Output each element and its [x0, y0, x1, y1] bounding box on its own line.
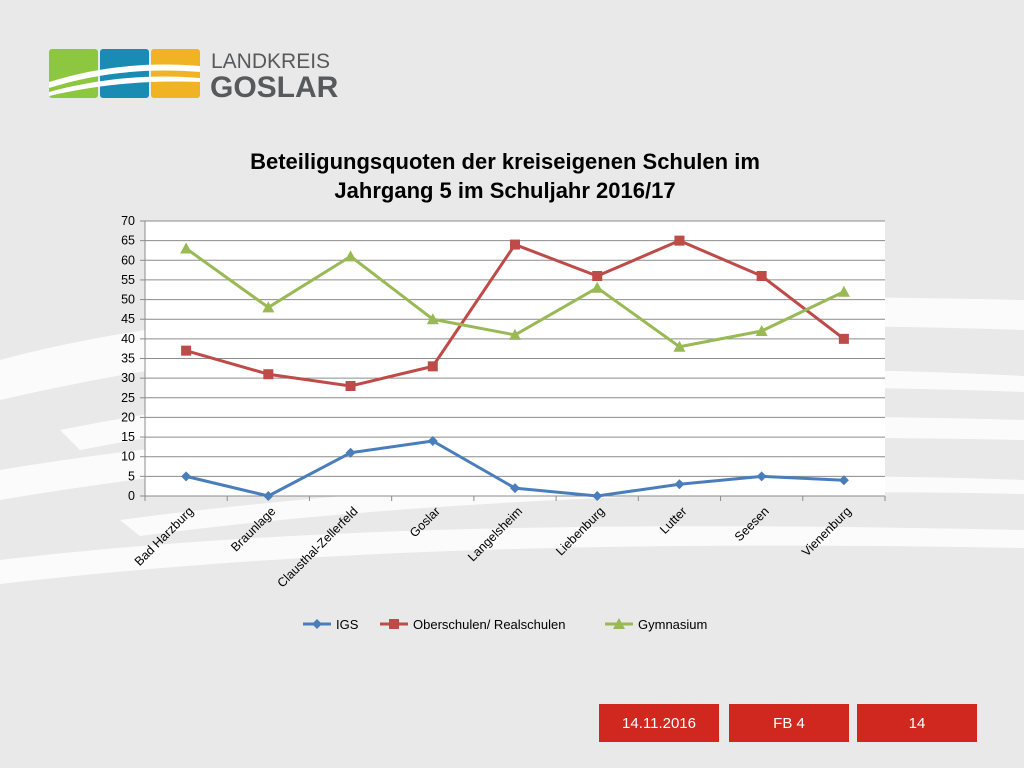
- legend-marker: [312, 619, 322, 629]
- y-tick-label: 35: [121, 352, 135, 366]
- y-tick-label: 0: [128, 489, 135, 503]
- data-point: [674, 235, 685, 246]
- legend-item: Gymnasium: [605, 617, 707, 632]
- data-point: [592, 491, 603, 501]
- data-point: [427, 361, 438, 372]
- y-tick-label: 70: [121, 214, 135, 228]
- legend-label: Gymnasium: [638, 617, 707, 632]
- data-point: [673, 340, 686, 352]
- y-tick-label: 20: [121, 410, 135, 424]
- data-point: [181, 345, 192, 356]
- y-tick-label: 45: [121, 312, 135, 326]
- data-point: [510, 483, 520, 494]
- data-point: [344, 250, 357, 262]
- y-tick-label: 60: [121, 253, 135, 267]
- logo-line-1: LANDKREIS: [211, 50, 330, 73]
- logo-block-blue: [100, 49, 149, 98]
- y-tick-label: 30: [121, 371, 135, 385]
- series-oberschulen-realschulen: [181, 235, 849, 391]
- data-point: [263, 369, 274, 380]
- legend-label: Oberschulen/ Realschulen: [413, 617, 565, 632]
- series-igs: [181, 436, 849, 501]
- y-tick-label: 50: [121, 293, 135, 307]
- logo-line-2: GOSLAR: [210, 71, 339, 104]
- data-point: [262, 301, 275, 313]
- legend-marker: [613, 618, 625, 629]
- legend-marker: [389, 619, 399, 629]
- legend-item: IGS: [303, 617, 359, 632]
- data-point: [838, 475, 849, 486]
- y-tick-label: 65: [121, 234, 135, 248]
- data-point: [510, 239, 520, 250]
- data-point: [592, 271, 603, 281]
- data-point: [345, 381, 356, 391]
- data-point: [837, 285, 850, 297]
- logo-block-yellow: [151, 49, 200, 98]
- data-point: [591, 281, 604, 293]
- footer-department: FB 4: [729, 704, 849, 742]
- data-point: [838, 333, 849, 344]
- chart-title-line-1: Beteiligungsquoten der kreiseigenen Schu…: [250, 149, 760, 174]
- data-point: [755, 325, 768, 336]
- series-gymnasium: [180, 242, 850, 352]
- chart-title-line-2: Jahrgang 5 im Schuljahr 2016/17: [334, 178, 675, 203]
- data-point: [180, 242, 193, 254]
- data-point: [427, 436, 438, 446]
- data-point: [263, 491, 274, 501]
- y-tick-label: 5: [128, 469, 135, 483]
- data-point: [674, 479, 685, 490]
- data-point: [756, 271, 767, 281]
- y-tick-label: 25: [121, 391, 135, 405]
- data-point: [345, 447, 356, 458]
- legend-label: IGS: [336, 617, 359, 632]
- footer-date: 14.11.2016: [599, 704, 719, 742]
- y-tick-label: 15: [121, 430, 135, 444]
- y-tick-label: 10: [121, 450, 135, 464]
- data-point: [509, 328, 521, 340]
- data-point: [181, 471, 192, 482]
- y-tick-label: 55: [121, 273, 135, 287]
- footer-page-number: 14: [857, 704, 977, 742]
- data-point: [756, 471, 767, 482]
- landkreis-goslar-logo: LANDKREIS GOSLAR: [49, 49, 339, 104]
- legend-item: Oberschulen/ Realschulen: [380, 617, 565, 632]
- data-point: [426, 313, 439, 325]
- y-tick-label: 40: [121, 332, 135, 346]
